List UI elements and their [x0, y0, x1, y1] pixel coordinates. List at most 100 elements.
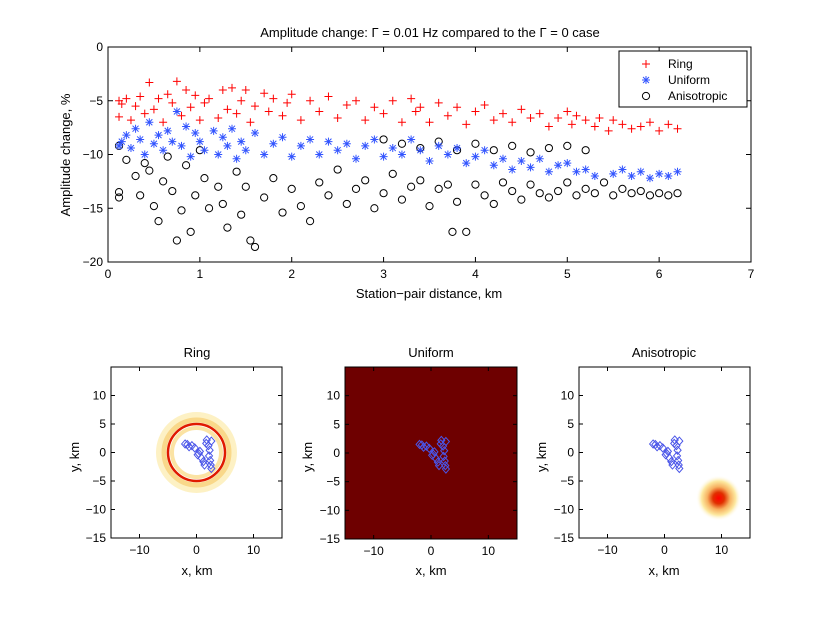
panel-ylabel-anisotropic: y, km [534, 442, 549, 472]
point-uniform [535, 154, 544, 163]
point-ring [567, 120, 576, 129]
point-anisotropic [434, 184, 443, 193]
station-marker [662, 448, 671, 459]
point-anisotropic [397, 195, 407, 204]
panel-y-tick-label: 10 [93, 389, 107, 403]
point-uniform [218, 133, 227, 142]
point-anisotropic [324, 191, 333, 200]
station-marker [205, 445, 214, 455]
point-uniform [434, 141, 443, 150]
point-anisotropic [269, 174, 278, 183]
panel-x-tick-label: 10 [482, 544, 496, 558]
station-marker [648, 439, 658, 449]
legend-box [618, 50, 748, 108]
point-uniform [306, 135, 315, 144]
panel-x-tick-label: −10 [129, 543, 150, 557]
point-uniform [407, 135, 416, 144]
point-ring [370, 103, 379, 112]
panel-y-tick-label: −5 [326, 475, 340, 489]
ring-halo-inner [170, 426, 223, 479]
map-panel-anisotropic: Anisotropic −10 0 10 10 5 0 −5 −10 −15 x, km y, … [534, 345, 751, 578]
point-anisotropic [114, 188, 124, 197]
point-anisotropic [342, 199, 351, 209]
point-ring [352, 96, 361, 105]
point-ring [136, 92, 145, 101]
point-anisotropic [149, 202, 159, 211]
point-ring [264, 107, 273, 116]
point-anisotropic [232, 167, 241, 176]
station-marker [417, 440, 426, 450]
point-ring [126, 116, 135, 125]
point-uniform [361, 141, 370, 150]
station-marker [430, 447, 439, 457]
station-marker [651, 439, 660, 450]
point-uniform [209, 126, 218, 135]
point-uniform [168, 137, 177, 146]
station-marker [674, 460, 683, 470]
point-ring [526, 113, 535, 122]
panel-ylabel-uniform: y, km [300, 442, 315, 472]
point-anisotropic [218, 199, 227, 209]
x-tick-label: 7 [748, 267, 755, 281]
station-marker [658, 443, 667, 453]
point-ring [508, 118, 517, 127]
station-marker [206, 460, 215, 470]
point-ring [172, 77, 181, 86]
station-marker [200, 460, 209, 470]
point-anisotropic [163, 152, 172, 161]
point-anisotropic [145, 166, 154, 175]
station-marker [207, 463, 216, 474]
point-anisotropic [305, 217, 315, 226]
panel-x-tick-label: −10 [363, 544, 384, 558]
point-anisotropic [599, 178, 609, 187]
point-ring [609, 116, 618, 125]
point-anisotropic [544, 193, 554, 202]
point-uniform [237, 137, 246, 146]
panel-ring-content: −10 0 10 10 5 0 −5 −10 −15 [86, 366, 283, 557]
point-ring [306, 96, 315, 105]
station-marker [184, 442, 194, 452]
y-tick-label: −20 [83, 255, 104, 269]
point-anisotropic [246, 236, 255, 245]
point-anisotropic [370, 204, 379, 213]
station-marker [190, 443, 199, 453]
point-uniform [645, 174, 654, 183]
point-anisotropic [214, 182, 223, 191]
point-ring [498, 109, 507, 118]
point-uniform [163, 126, 172, 135]
point-uniform [352, 154, 361, 163]
point-anisotropic [260, 193, 269, 202]
point-uniform [370, 135, 379, 144]
point-anisotropic [563, 178, 572, 187]
point-anisotropic [581, 184, 590, 193]
point-ring [489, 116, 498, 125]
point-anisotropic [508, 141, 517, 150]
point-anisotropic [489, 146, 498, 155]
point-ring [535, 109, 544, 118]
panel-title-anisotropic: Anisotropic [632, 345, 697, 360]
point-anisotropic [664, 191, 673, 200]
ring-halo-outer [156, 412, 237, 493]
panel-anisotropic-content: −10 0 10 10 5 0 −5 −10 −15 [554, 366, 751, 557]
scatter-ticks: 0 1 2 3 4 5 6 7 0 −5 −10 −15 −20 [83, 40, 755, 281]
point-ring [117, 99, 126, 108]
point-anisotropic [618, 184, 627, 193]
point-uniform [563, 159, 572, 168]
point-ring [425, 118, 434, 127]
point-anisotropic [186, 227, 195, 236]
point-anisotropic [296, 202, 305, 211]
point-ring [361, 116, 370, 125]
point-uniform [228, 124, 237, 133]
point-ring [407, 94, 416, 103]
point-uniform [191, 129, 200, 137]
point-uniform [590, 172, 599, 180]
point-uniform [186, 152, 195, 161]
point-anisotropic [636, 186, 645, 196]
point-uniform [324, 137, 333, 146]
point-ring [572, 111, 581, 120]
point-ring [154, 94, 163, 103]
panel-xlabel-uniform: x, km [415, 563, 446, 578]
point-ring [590, 122, 599, 131]
point-uniform [296, 141, 305, 150]
point-anisotropic [554, 186, 563, 196]
